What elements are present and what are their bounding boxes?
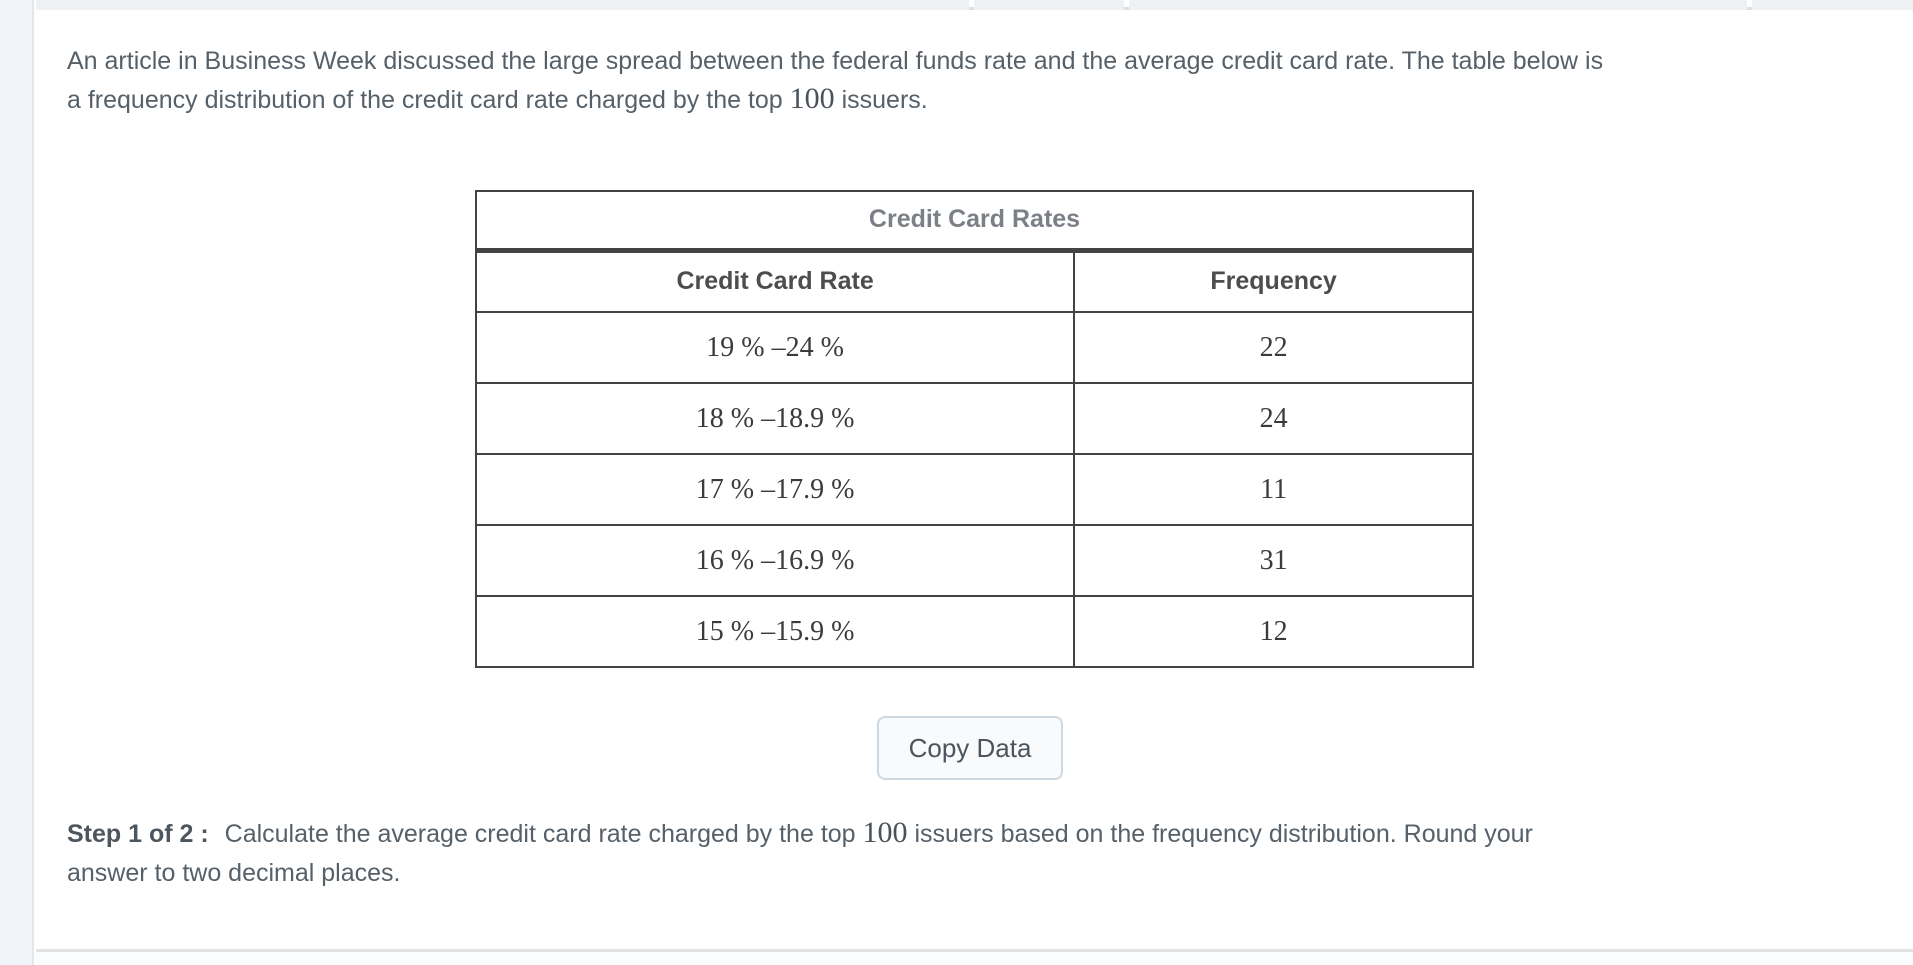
column-header-rate: Credit Card Rate bbox=[474, 249, 1076, 313]
problem-text: a frequency distribution of the credit c… bbox=[67, 86, 790, 114]
step-prompt-line2: answer to two decimal places. bbox=[67, 854, 1857, 893]
problem-statement-line1: An article in Business Week discussed th… bbox=[67, 42, 1877, 80]
rate-cell: 16 % –16.9 % bbox=[474, 524, 1076, 597]
top-bar-cell bbox=[1129, 0, 1747, 10]
table-row: 15 % –15.9 % 12 bbox=[474, 595, 1474, 668]
problem-statement: An article in Business Week discussed th… bbox=[67, 42, 1877, 119]
table-row: 19 % –24 % 22 bbox=[474, 311, 1474, 384]
bottom-divider bbox=[36, 949, 1913, 952]
table-row: 16 % –16.9 % 31 bbox=[474, 524, 1474, 597]
rate-cell: 18 % –18.9 % bbox=[474, 382, 1076, 455]
table-row: 18 % –18.9 % 24 bbox=[474, 382, 1474, 455]
step-text: Calculate the average credit card rate c… bbox=[217, 820, 863, 848]
problem-statement-line2: a frequency distribution of the credit c… bbox=[67, 80, 1877, 119]
rate-cell: 17 % –17.9 % bbox=[474, 453, 1076, 526]
frequency-cell: 24 bbox=[1073, 382, 1474, 455]
table-row: 17 % –17.9 % 11 bbox=[474, 453, 1474, 526]
rate-cell: 15 % –15.9 % bbox=[474, 595, 1076, 668]
copy-data-button[interactable]: Copy Data bbox=[877, 716, 1063, 780]
step-text: answer to two decimal places. bbox=[67, 859, 401, 887]
issuer-count: 100 bbox=[789, 82, 835, 115]
frequency-cell: 12 bbox=[1073, 595, 1474, 668]
frequency-cell: 31 bbox=[1073, 524, 1474, 597]
frequency-cell: 22 bbox=[1073, 311, 1474, 384]
issuer-count: 100 bbox=[862, 816, 908, 849]
rate-cell: 19 % –24 % bbox=[474, 311, 1076, 384]
table-title: Credit Card Rates bbox=[476, 191, 1473, 253]
table-header-row: Credit Card Rate Frequency bbox=[474, 249, 1474, 313]
left-rail bbox=[0, 0, 34, 965]
step-prompt: Step 1 of 2 : Calculate the average cred… bbox=[67, 813, 1857, 893]
problem-text: An article in Business Week discussed th… bbox=[67, 47, 1604, 75]
top-bar-cell bbox=[974, 0, 1124, 10]
top-bar-cell bbox=[36, 0, 969, 10]
step-prompt-line1: Step 1 of 2 : Calculate the average cred… bbox=[67, 813, 1857, 854]
table-title-row: Credit Card Rates bbox=[476, 191, 1473, 253]
frequency-table-container: Credit Card Rates Credit Card Rate Frequ… bbox=[474, 190, 1474, 668]
top-bar-cell bbox=[1752, 0, 1913, 10]
bottom-strip bbox=[36, 952, 1913, 965]
step-label: Step 1 of 2 : bbox=[67, 820, 209, 848]
step-text: issuers based on the frequency distribut… bbox=[907, 820, 1533, 848]
column-header-frequency: Frequency bbox=[1073, 249, 1474, 313]
top-bar bbox=[36, 0, 1913, 10]
frequency-table: Credit Card Rates Credit Card Rate Frequ… bbox=[474, 190, 1474, 668]
problem-text: issuers. bbox=[834, 86, 928, 114]
frequency-cell: 11 bbox=[1073, 453, 1474, 526]
